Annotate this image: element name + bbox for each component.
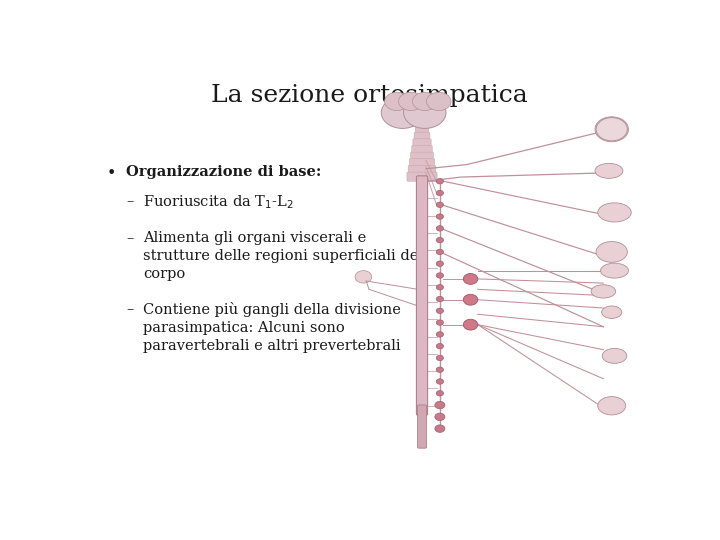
Text: Organizzazione di base:: Organizzazione di base: <box>126 165 322 179</box>
Circle shape <box>436 285 444 290</box>
Circle shape <box>436 332 444 337</box>
Ellipse shape <box>596 241 627 262</box>
FancyBboxPatch shape <box>412 145 432 154</box>
FancyBboxPatch shape <box>416 176 428 415</box>
Circle shape <box>436 202 444 207</box>
Ellipse shape <box>591 285 616 298</box>
Circle shape <box>436 367 444 373</box>
Circle shape <box>436 249 444 255</box>
Text: •: • <box>107 165 116 181</box>
Circle shape <box>435 413 445 421</box>
Circle shape <box>382 97 423 129</box>
Text: –: – <box>126 231 134 245</box>
Ellipse shape <box>598 203 631 222</box>
FancyBboxPatch shape <box>407 172 437 181</box>
FancyBboxPatch shape <box>408 165 436 174</box>
Ellipse shape <box>602 306 622 319</box>
Circle shape <box>463 294 478 305</box>
Ellipse shape <box>602 348 627 363</box>
Text: –: – <box>126 194 134 208</box>
Circle shape <box>426 92 451 111</box>
Text: Alimenta gli organi viscerali e
strutture delle regioni superficiali del
corpo: Alimenta gli organi viscerali e struttur… <box>143 231 423 281</box>
Circle shape <box>413 92 437 111</box>
Circle shape <box>436 379 444 384</box>
FancyBboxPatch shape <box>413 139 431 148</box>
Circle shape <box>436 214 444 219</box>
Circle shape <box>463 319 478 330</box>
Circle shape <box>436 390 444 396</box>
Circle shape <box>436 238 444 243</box>
Ellipse shape <box>598 396 626 415</box>
Text: –: – <box>126 302 134 316</box>
Circle shape <box>436 179 444 184</box>
Circle shape <box>436 273 444 278</box>
FancyBboxPatch shape <box>418 405 426 448</box>
Text: Fuoriuscita da T$_1$-L$_2$: Fuoriuscita da T$_1$-L$_2$ <box>143 194 294 211</box>
Circle shape <box>596 118 627 141</box>
Circle shape <box>463 274 478 285</box>
Ellipse shape <box>600 263 629 278</box>
Circle shape <box>435 425 445 433</box>
Circle shape <box>436 308 444 314</box>
Circle shape <box>436 190 444 195</box>
Circle shape <box>435 401 445 409</box>
Circle shape <box>404 97 446 129</box>
Circle shape <box>436 355 444 361</box>
Text: Contiene più gangli della divisione
parasimpatica: Alcuni sono
paravertebrali e : Contiene più gangli della divisione para… <box>143 302 401 353</box>
Circle shape <box>436 343 444 349</box>
Ellipse shape <box>595 163 623 178</box>
Ellipse shape <box>595 117 629 141</box>
FancyBboxPatch shape <box>415 125 429 134</box>
Circle shape <box>436 296 444 302</box>
Circle shape <box>384 92 409 111</box>
Text: La sezione ortosimpatica: La sezione ortosimpatica <box>211 84 527 106</box>
FancyBboxPatch shape <box>409 159 435 168</box>
Circle shape <box>436 261 444 266</box>
FancyBboxPatch shape <box>414 132 430 141</box>
Circle shape <box>399 92 423 111</box>
Circle shape <box>436 320 444 325</box>
FancyBboxPatch shape <box>410 152 433 161</box>
Circle shape <box>355 271 372 283</box>
Circle shape <box>436 226 444 231</box>
